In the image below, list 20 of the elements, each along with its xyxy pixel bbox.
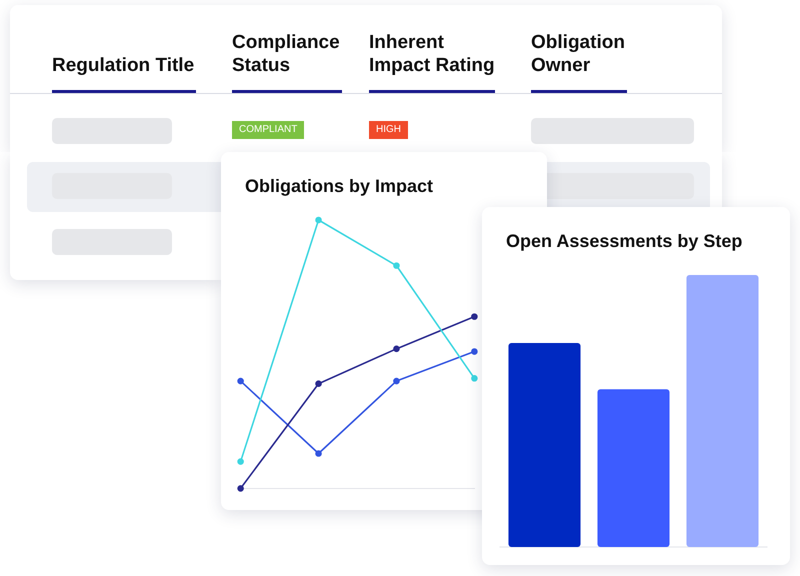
text: HIGH — [369, 121, 408, 139]
point — [393, 262, 400, 269]
text: COMPLIANT — [232, 121, 304, 139]
chart-title: Open Assessments by Step — [506, 231, 742, 252]
point — [471, 313, 478, 320]
point — [237, 485, 244, 492]
point — [393, 378, 400, 384]
point — [471, 375, 478, 382]
point — [237, 378, 244, 384]
point — [315, 380, 322, 388]
chart-title: Obligations by Impact — [245, 176, 434, 197]
category-label: Regulation Title — [52, 54, 194, 77]
category-label: Compliance Status — [232, 31, 341, 77]
category-label: Inherent Impact Rating — [369, 31, 496, 77]
point — [471, 348, 478, 355]
category-label: Obligation Owner — [531, 31, 626, 77]
point — [315, 450, 322, 457]
point — [393, 346, 400, 352]
point — [315, 216, 322, 224]
point — [237, 458, 244, 465]
